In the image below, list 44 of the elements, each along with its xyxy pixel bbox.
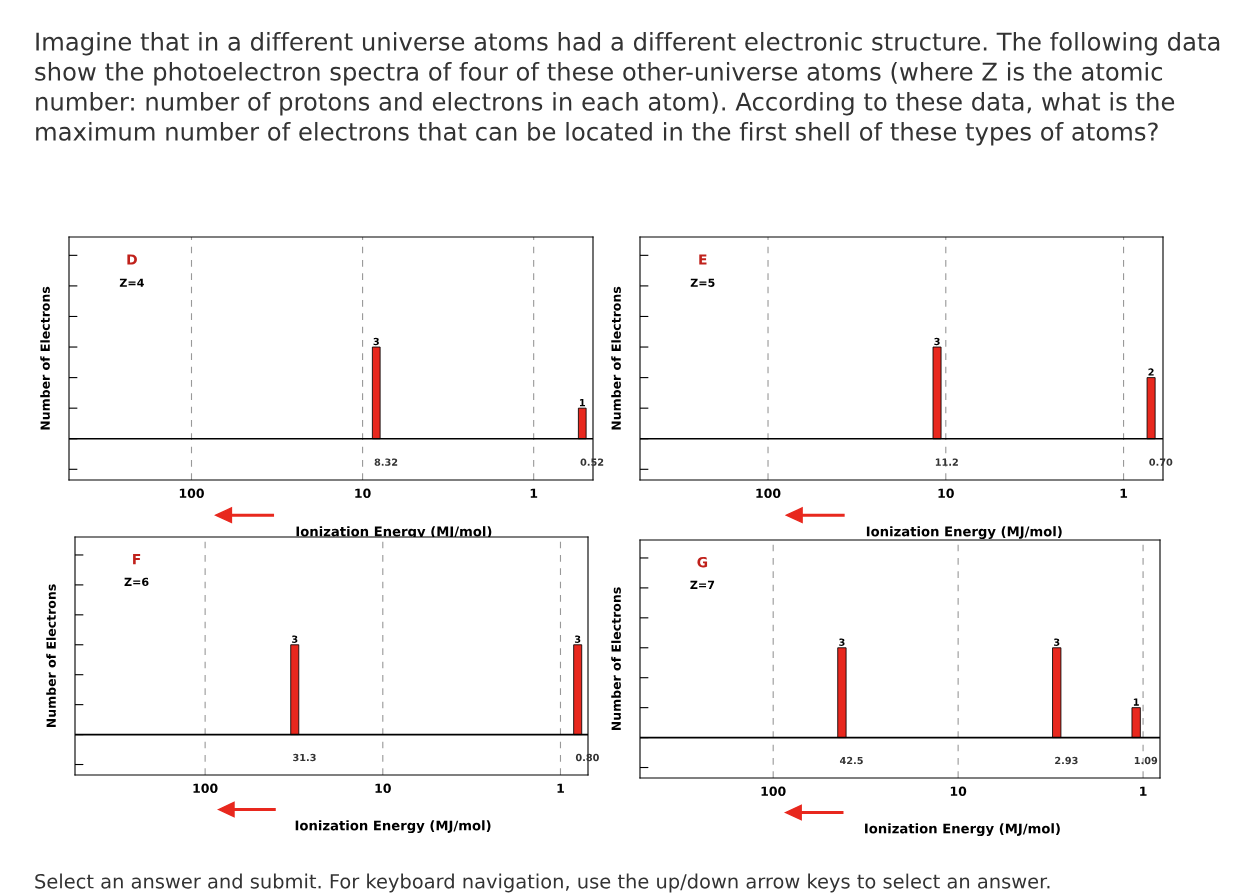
- x-tick-label: 10: [950, 786, 967, 797]
- x-tick-label: 1: [1140, 786, 1147, 796]
- text: 8.32: [374, 458, 398, 466]
- chart-subtitle: Z=7: [690, 580, 715, 589]
- data-label: 3: [934, 337, 940, 346]
- data-label: 3: [292, 635, 298, 643]
- chart-title: E: [699, 254, 707, 265]
- x-axis-title: Ionization Energy (MJ/mol): [866, 526, 1062, 540]
- x-axis-title: Ionization Energy (MJ/mol): [295, 820, 491, 834]
- x-tick-label: 100: [756, 488, 781, 499]
- data-label: 2: [1148, 368, 1154, 376]
- data-label: 3: [373, 337, 379, 346]
- text: Select an answer and submit. For keyboard navigation, use the up/down arrow keys to select an answer.: [35, 873, 1050, 893]
- x-tick-label: 1: [1120, 488, 1128, 498]
- x-tick-label: 1: [530, 488, 538, 498]
- text: 1.09: [1134, 756, 1158, 765]
- chart-subtitle: Z=4: [119, 278, 144, 287]
- y-axis-title: Number of Electrons: [46, 584, 56, 728]
- chart-title: G: [697, 556, 708, 568]
- data-label: 3: [1054, 638, 1060, 646]
- x-tick-label: 100: [761, 786, 786, 797]
- text: 2.93: [1055, 756, 1078, 765]
- chart-subtitle: Z=5: [690, 278, 715, 287]
- y-axis-title: Number of Electrons: [611, 286, 621, 430]
- x-tick-label: 10: [938, 488, 954, 499]
- chart-title: D: [127, 254, 137, 265]
- x-tick-label: 10: [355, 488, 371, 499]
- data-label: 1: [579, 399, 585, 407]
- data-label: 3: [574, 635, 581, 643]
- y-axis-title: Number of Electrons: [611, 587, 621, 731]
- chart-title: F: [133, 554, 141, 565]
- x-axis-title: Ionization Energy (MJ/mol): [865, 823, 1060, 837]
- chart-subtitle: Z=6: [124, 577, 149, 587]
- data-label: 3: [839, 638, 845, 646]
- x-tick-label: 100: [179, 488, 204, 499]
- x-tick-label: 1: [557, 783, 564, 793]
- x-tick-label: 100: [193, 783, 218, 794]
- text: 42.5: [839, 756, 863, 765]
- text: 31.3: [293, 753, 316, 762]
- text: 11.2: [935, 458, 958, 466]
- text: Imagine that in a different universe atoms had a different electronic structure. The following data show the photoelectron spectra of four of these other-universe atoms (where Z is the atomic number: number of protons and electrons in each atom). According to these data, what is the maximum number of electrons that can be located in the first shell of these types of atoms?: [35, 32, 1220, 146]
- x-tick-label: 10: [375, 783, 391, 794]
- data-label: 1: [1133, 698, 1139, 706]
- y-axis-title: Number of Electrons: [40, 286, 50, 430]
